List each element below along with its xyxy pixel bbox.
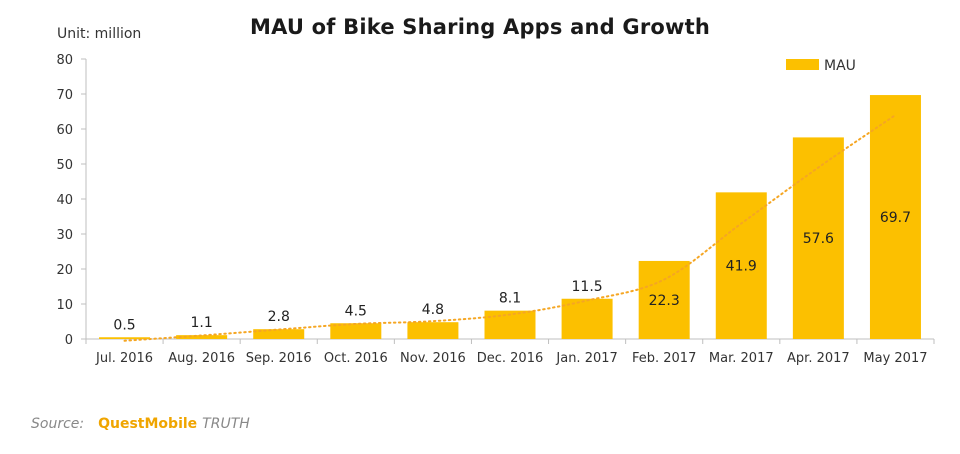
- y-tick-label: 30: [56, 228, 73, 243]
- legend-swatch: [786, 59, 819, 70]
- bars: [99, 95, 921, 339]
- y-tick-label: 0: [65, 333, 73, 348]
- data-label: 8.1: [499, 291, 521, 307]
- source-brand: QuestMobile: [98, 416, 198, 432]
- bar: [407, 322, 459, 339]
- y-tick-label: 80: [56, 53, 73, 68]
- data-label: 2.8: [268, 309, 290, 325]
- bar: [561, 298, 613, 339]
- x-tick-label: Jan. 2017: [555, 351, 617, 366]
- x-tick-label: Jul. 2016: [95, 351, 153, 366]
- data-labels: 0.5 1.1 2.8 4.5 4.8 8.1 11.5 22.3 41.9 57.6 69.7: [113, 210, 911, 333]
- x-tick-label: May 2017: [863, 351, 927, 366]
- data-label: 0.5: [113, 317, 135, 333]
- y-tick-label: 60: [56, 123, 73, 138]
- y-axis: 0 10 20 30 40 50 60 70 80: [56, 53, 87, 348]
- bar: [176, 335, 228, 339]
- bar: [638, 260, 690, 339]
- data-label: 4.5: [345, 303, 367, 319]
- x-tick-label: Apr. 2017: [787, 351, 850, 366]
- data-label: 69.7: [880, 210, 911, 226]
- bar: [715, 192, 767, 339]
- x-tick-label: Aug. 2016: [168, 351, 235, 366]
- x-tick-label: Sep. 2016: [246, 351, 312, 366]
- data-label: 57.6: [803, 231, 834, 247]
- data-label: 1.1: [191, 315, 213, 331]
- x-tick-label: Mar. 2017: [709, 351, 774, 366]
- legend: MAU: [786, 58, 856, 74]
- unit-label: Unit: million: [57, 26, 142, 42]
- bar: [869, 95, 921, 339]
- bar: [99, 337, 151, 339]
- x-tick-label: Oct. 2016: [324, 351, 388, 366]
- x-tick-label: Feb. 2017: [632, 351, 696, 366]
- source-label: Source:: [31, 416, 85, 432]
- bar: [253, 329, 305, 339]
- data-label: 41.9: [726, 259, 757, 275]
- source-line: Source: QuestMobile TRUTH: [31, 416, 250, 432]
- data-label: 4.8: [422, 302, 444, 318]
- trend-curve: [123, 114, 897, 342]
- chart-title: MAU of Bike Sharing Apps and Growth: [250, 15, 710, 39]
- y-tick-label: 70: [56, 88, 73, 103]
- y-tick-label: 10: [56, 298, 73, 313]
- source-suffix: TRUTH: [202, 416, 250, 432]
- x-axis: Jul. 2016 Aug. 2016 Sep. 2016 Oct. 2016 Nov.…: [85, 338, 935, 366]
- y-tick-label: 40: [56, 193, 73, 208]
- x-tick-label: Nov. 2016: [400, 351, 466, 366]
- bar: [330, 323, 382, 339]
- y-tick-label: 50: [56, 158, 73, 173]
- bar: [792, 137, 844, 339]
- trendline: [123, 114, 897, 342]
- data-label: 22.3: [649, 293, 680, 309]
- x-tick-label: Dec. 2016: [477, 351, 544, 366]
- legend-label: MAU: [824, 58, 856, 74]
- data-label: 11.5: [572, 279, 603, 295]
- y-tick-label: 20: [56, 263, 73, 278]
